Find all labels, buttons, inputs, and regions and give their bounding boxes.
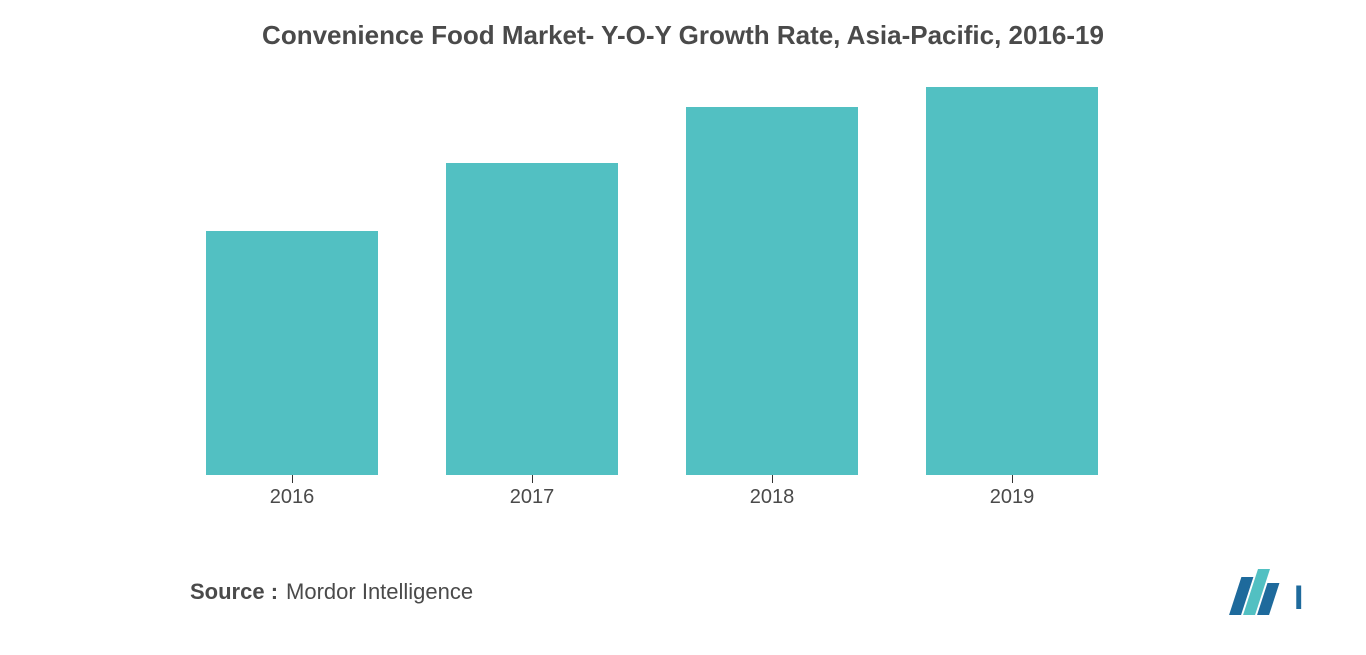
chart-plot-area: 2016 2017 2018 2019 (180, 75, 1180, 475)
brand-logo-icon: I (1226, 569, 1306, 615)
x-category-label: 2017 (510, 486, 555, 509)
bar-slot-2016: 2016 (206, 231, 378, 475)
bar-2017 (446, 163, 618, 475)
x-tick (532, 475, 533, 483)
x-tick (1012, 475, 1013, 483)
x-category-label: 2016 (270, 486, 315, 509)
source-footer: Source : Mordor Intelligence (190, 579, 473, 605)
bar-slot-2018: 2018 (686, 107, 858, 475)
bar-2019 (926, 87, 1098, 475)
source-label: Source : (190, 579, 278, 605)
x-category-label: 2018 (750, 486, 795, 509)
bar-2016 (206, 231, 378, 475)
x-tick (292, 475, 293, 483)
bar-slot-2019: 2019 (926, 87, 1098, 475)
bar-2018 (686, 107, 858, 475)
source-value: Mordor Intelligence (286, 579, 473, 605)
bar-slot-2017: 2017 (446, 163, 618, 475)
chart-title: Convenience Food Market- Y-O-Y Growth Ra… (0, 0, 1366, 51)
x-category-label: 2019 (990, 486, 1035, 509)
svg-text:I: I (1294, 579, 1303, 615)
x-tick (772, 475, 773, 483)
